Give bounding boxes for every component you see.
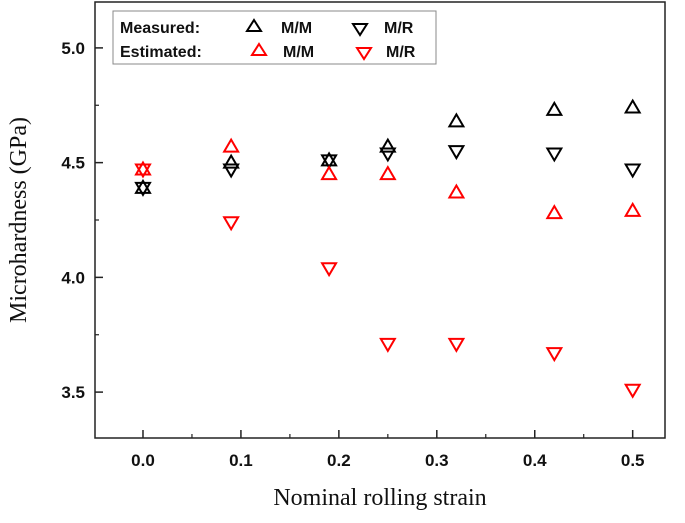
- estimated-mr-point: [320, 262, 338, 278]
- measured-mr-point: [222, 163, 240, 179]
- y-tick-label: 4.5: [61, 154, 85, 173]
- estimated-mr-point: [222, 216, 240, 232]
- legend-measured-mm-marker: [245, 18, 263, 32]
- x-tick-label: 0.1: [229, 451, 253, 470]
- measured-mm-point: [545, 100, 564, 116]
- legend-measured-label: Measured:: [120, 20, 200, 37]
- measured-mr-point: [320, 154, 338, 170]
- measured-mm-point: [222, 153, 240, 169]
- estimated-mr-point: [379, 337, 397, 353]
- x-tick-label: 0.0: [131, 451, 155, 470]
- estimated-mm-point: [623, 201, 642, 217]
- legend-estimated-mm-marker: [250, 42, 268, 56]
- legend-estimated-mr-label: M/R: [386, 44, 416, 61]
- estimated-mm-point: [379, 165, 397, 181]
- y-tick-label: 3.5: [61, 383, 85, 402]
- measured-mr-point: [623, 163, 642, 179]
- legend-measured-mm-label: M/M: [281, 20, 312, 37]
- estimated-mr-point: [447, 337, 466, 353]
- measured-mm-point: [623, 98, 642, 114]
- estimated-mm-point: [134, 160, 152, 176]
- x-axis-label: Nominal rolling strain: [273, 485, 486, 511]
- measured-mr-point: [545, 147, 564, 163]
- x-tick-label: 0.2: [327, 451, 351, 470]
- legend-estimated-label: Estimated:: [120, 44, 202, 61]
- x-tick-label: 0.5: [621, 451, 645, 470]
- y-tick-label: 5.0: [61, 39, 85, 58]
- measured-mm-point: [134, 178, 152, 194]
- x-tick-label: 0.3: [425, 451, 449, 470]
- estimated-mm-point: [320, 165, 338, 181]
- measured-mr-point: [379, 147, 397, 163]
- legend-estimated-mr-marker: [355, 47, 373, 61]
- legend-measured-mr-label: M/R: [384, 20, 414, 37]
- x-tick-label: 0.4: [523, 451, 547, 470]
- measured-mm-point: [379, 137, 397, 153]
- estimated-mm-point: [222, 137, 240, 153]
- legend-box: [112, 10, 437, 65]
- estimated-mm-point: [447, 183, 466, 199]
- estimated-mr-point: [623, 383, 642, 399]
- measured-mr-point: [134, 181, 152, 197]
- legend-estimated-mm-label: M/M: [283, 44, 314, 61]
- estimated-mr-point: [134, 163, 152, 179]
- legend-measured-mr-marker: [351, 23, 369, 37]
- estimated-mr-point: [545, 347, 564, 363]
- estimated-mm-point: [545, 204, 564, 220]
- y-axis-label: Microhardness (GPa): [6, 117, 32, 323]
- plot-frame: [94, 1, 666, 439]
- measured-mr-point: [447, 145, 466, 161]
- measured-mm-point: [447, 112, 466, 128]
- y-tick-label: 4.0: [61, 268, 85, 287]
- legend: Measured: Estimated: M/M M/R M/M M/R: [112, 10, 437, 65]
